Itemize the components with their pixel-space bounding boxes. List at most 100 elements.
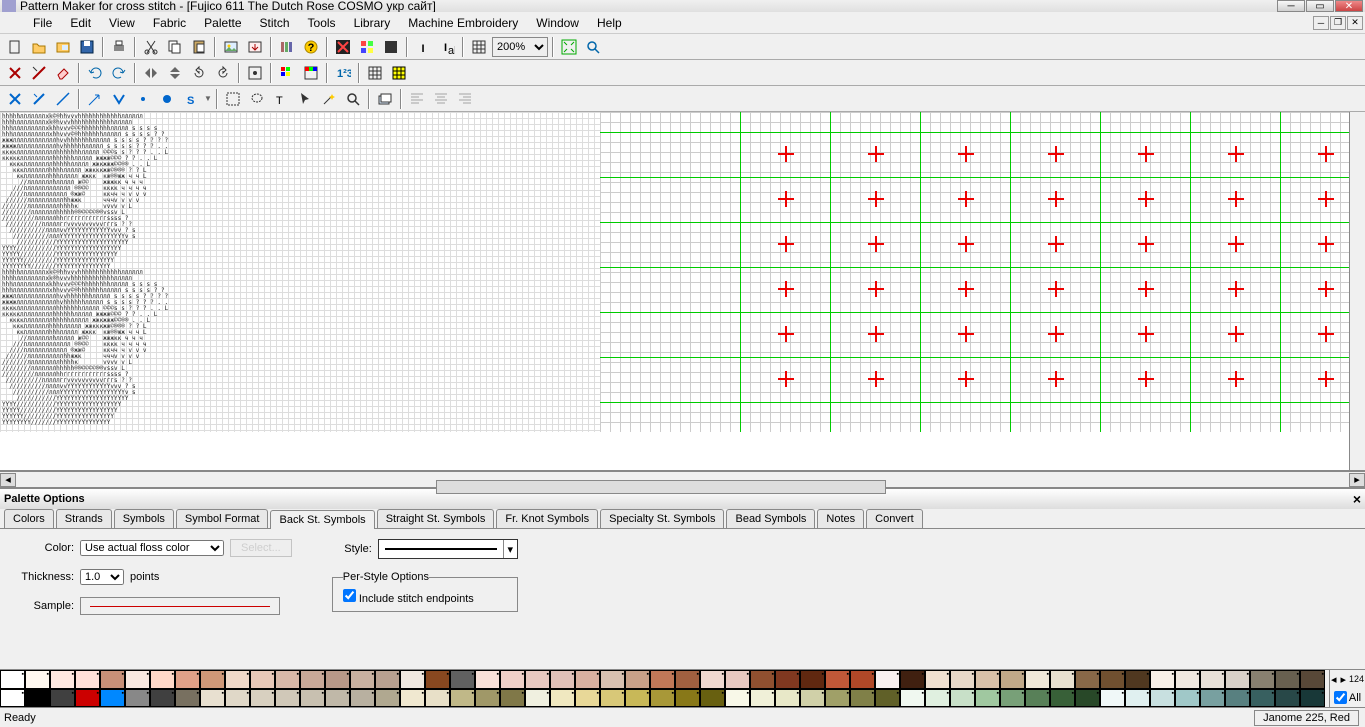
color-swatch[interactable]: ▪: [550, 670, 575, 689]
color-swatch[interactable]: ▪: [1275, 689, 1300, 708]
color-swatch[interactable]: ▪: [725, 689, 750, 708]
color-swatch[interactable]: ▪: [500, 689, 525, 708]
color-swatch[interactable]: ▪: [0, 670, 25, 689]
menu-stitch[interactable]: Stitch: [251, 12, 299, 33]
color-swatch[interactable]: ▪: [350, 689, 375, 708]
color-swatch[interactable]: ▪: [150, 670, 175, 689]
zoom-combo[interactable]: 200%: [492, 37, 548, 57]
select-lasso-icon[interactable]: [246, 88, 268, 110]
color-swatch[interactable]: ▪: [150, 689, 175, 708]
horizontal-scrollbar[interactable]: ◂ ▸: [0, 471, 1365, 487]
color-swatch[interactable]: ▪: [1300, 689, 1325, 708]
open-icon[interactable]: [28, 36, 50, 58]
tab-specialty-st-symbols[interactable]: Specialty St. Symbols: [600, 509, 724, 528]
fit-window-icon[interactable]: [558, 36, 580, 58]
menu-library[interactable]: Library: [345, 12, 400, 33]
color-swatch[interactable]: ▪: [1075, 670, 1100, 689]
mdi-restore-button[interactable]: ❐: [1330, 16, 1346, 30]
tab-fr-knot-symbols[interactable]: Fr. Knot Symbols: [496, 509, 598, 528]
color-swatch[interactable]: ▪: [400, 689, 425, 708]
menu-window[interactable]: Window: [527, 12, 588, 33]
wand-icon[interactable]: [318, 88, 340, 110]
color-swatch[interactable]: ▪: [225, 689, 250, 708]
color-swatch[interactable]: ▪: [700, 670, 725, 689]
color-swatch[interactable]: ▪: [175, 670, 200, 689]
color-swatch[interactable]: ▪: [950, 670, 975, 689]
thickness-select[interactable]: 1.0: [80, 569, 124, 585]
color-swatch[interactable]: ▪: [1050, 689, 1075, 708]
redo-icon[interactable]: [108, 62, 130, 84]
cut-icon[interactable]: [140, 36, 162, 58]
color-swatch[interactable]: ▪: [1150, 670, 1175, 689]
color-swatch[interactable]: ▪: [825, 670, 850, 689]
color-swatch[interactable]: ▪: [1050, 670, 1075, 689]
highlight-icon[interactable]: [388, 62, 410, 84]
color-swatch[interactable]: ▪: [250, 670, 275, 689]
color-swatch[interactable]: ▪: [575, 689, 600, 708]
pointer-icon[interactable]: [294, 88, 316, 110]
color-swatch[interactable]: ▪: [1075, 689, 1100, 708]
grid-icon[interactable]: [468, 36, 490, 58]
color-swatch[interactable]: ▪: [75, 670, 100, 689]
clear-back-icon[interactable]: [28, 62, 50, 84]
style-select[interactable]: ▾: [378, 539, 518, 559]
menu-tools[interactable]: Tools: [299, 12, 345, 33]
color-select[interactable]: Use actual floss color: [80, 540, 224, 556]
color-swatch[interactable]: ▪: [75, 689, 100, 708]
color-swatch[interactable]: ▪: [50, 689, 75, 708]
knot-small-icon[interactable]: [132, 88, 154, 110]
color-swatch[interactable]: ▪: [625, 689, 650, 708]
color-swatch[interactable]: ▪: [925, 670, 950, 689]
color-blocks-icon[interactable]: [356, 36, 378, 58]
color-swatch[interactable]: ▪: [1000, 689, 1025, 708]
color-swatch[interactable]: ▪: [775, 689, 800, 708]
include-endpoints-checkbox[interactable]: [343, 589, 356, 602]
align-left-icon[interactable]: [406, 88, 428, 110]
tab-bead-symbols[interactable]: Bead Symbols: [726, 509, 815, 528]
color-swatch[interactable]: ▪: [1275, 670, 1300, 689]
color-swatch[interactable]: ▪: [675, 689, 700, 708]
palette-2-icon[interactable]: [300, 62, 322, 84]
color-swatch[interactable]: ▪: [750, 670, 775, 689]
import-image-icon[interactable]: [220, 36, 242, 58]
palette-panel-close-icon[interactable]: ×: [1353, 491, 1361, 507]
undo-icon[interactable]: [84, 62, 106, 84]
tab-back-st-symbols[interactable]: Back St. Symbols: [270, 510, 374, 529]
text-subscript-icon[interactable]: Iab: [436, 36, 458, 58]
color-swatch[interactable]: ▪: [0, 689, 25, 708]
color-swatch[interactable]: ▪: [275, 670, 300, 689]
scroll-right-icon[interactable]: ▸: [1349, 473, 1365, 487]
color-swatch[interactable]: ▪: [425, 670, 450, 689]
color-swatch[interactable]: ▪: [400, 670, 425, 689]
color-swatch[interactable]: ▪: [775, 670, 800, 689]
color-swatch[interactable]: ▪: [850, 689, 875, 708]
color-swatch[interactable]: ▪: [450, 670, 475, 689]
menu-help[interactable]: Help: [588, 12, 631, 33]
color-swatch[interactable]: ▪: [125, 689, 150, 708]
color-swatch[interactable]: ▪: [750, 689, 775, 708]
color-swatch[interactable]: ▪: [1100, 670, 1125, 689]
count-icon[interactable]: 1²3: [332, 62, 354, 84]
solid-square-icon[interactable]: [380, 36, 402, 58]
align-center-icon[interactable]: [430, 88, 452, 110]
color-swatch[interactable]: ▪: [475, 689, 500, 708]
color-swatch[interactable]: ▪: [1300, 670, 1325, 689]
mdi-close-button[interactable]: ✕: [1347, 16, 1363, 30]
clear-stitch-icon[interactable]: [4, 62, 26, 84]
color-swatch[interactable]: ▪: [1225, 670, 1250, 689]
mdi-minimize-button[interactable]: ─: [1313, 16, 1329, 30]
include-endpoints-option[interactable]: Include stitch endpoints: [343, 593, 474, 605]
menu-palette[interactable]: Palette: [195, 12, 250, 33]
color-swatch[interactable]: ▪: [1225, 689, 1250, 708]
color-swatch[interactable]: ▪: [1150, 689, 1175, 708]
layers-icon[interactable]: [374, 88, 396, 110]
copy-icon[interactable]: [164, 36, 186, 58]
select-rect-icon[interactable]: [222, 88, 244, 110]
color-swatch[interactable]: ▪: [50, 670, 75, 689]
color-swatch[interactable]: ▪: [1175, 689, 1200, 708]
align-right-icon[interactable]: [454, 88, 476, 110]
color-swatch[interactable]: ▪: [375, 670, 400, 689]
vertical-scrollbar[interactable]: [1349, 112, 1365, 470]
color-swatch[interactable]: ▪: [375, 689, 400, 708]
color-swatch[interactable]: ▪: [975, 689, 1000, 708]
